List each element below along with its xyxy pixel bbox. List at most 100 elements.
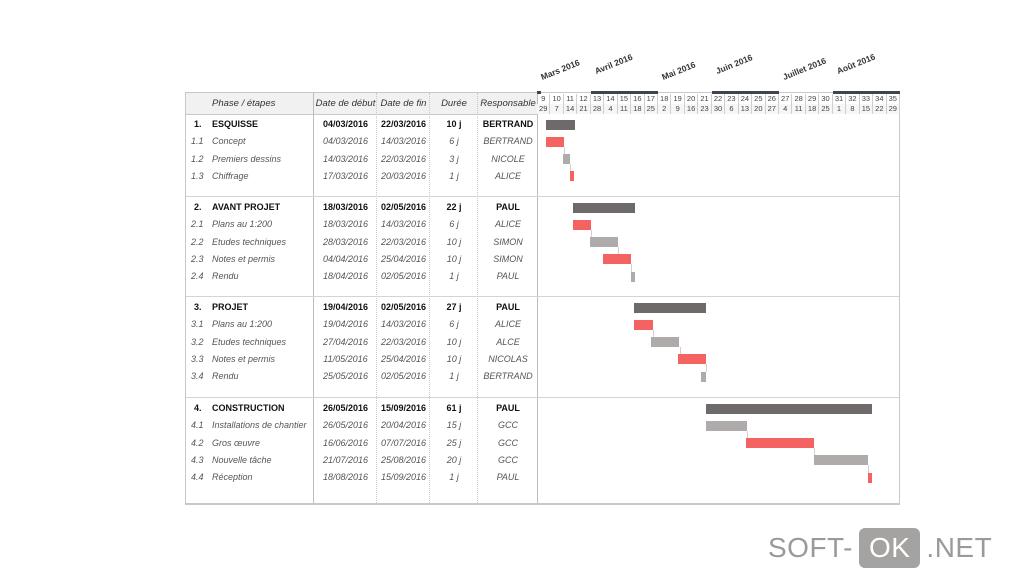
cell-num: 2.3 [191,253,204,264]
week-date: 25 [644,104,658,114]
week-date: 8 [846,104,860,114]
task-row[interactable]: 3.4 Rendu 25/05/2016 02/05/2016 1 j BERTRAND [186,368,538,385]
week-date: 20 [752,104,766,114]
cell-end: 22/03/2016 [380,336,427,347]
task-row[interactable]: 1.2 Premiers dessins 14/03/2016 22/03/2016 3… [186,151,538,168]
task-bar[interactable] [569,171,574,182]
cell-responsible: ALICE [494,219,521,230]
month-indicator [711,91,779,94]
week-date: 4 [604,104,618,114]
task-bar[interactable] [746,438,814,449]
cell-end: 14/03/2016 [380,136,427,147]
cell-name: Etudes techniques [212,236,287,247]
week-number: 11 [564,94,578,104]
task-bar[interactable] [651,337,680,348]
phase-row[interactable]: 4. CONSTRUCTION 26/05/2016 15/09/2016 61 j PA… [186,400,538,417]
dependency-connector [868,465,870,473]
header-phase: Phase / étapes [186,93,314,115]
week-number: 15 [618,94,632,104]
cell-start: 19/04/2016 [322,302,369,312]
task-row[interactable]: 1.1 Concept 04/03/2016 14/03/2016 6 j BERTRAN… [186,133,538,150]
task-row[interactable]: 2.2 Etudes techniques 28/03/2016 22/03/2016… [186,234,538,251]
cell-end: 20/04/2016 [380,420,427,431]
phase-bar[interactable] [705,403,873,414]
week-number: 26 [766,94,779,104]
task-bar[interactable] [813,455,869,466]
week-number: 20 [685,94,699,104]
dependency-connector [563,146,565,155]
cell-name: Plans au 1:200 [212,219,273,230]
task-bar[interactable] [590,237,619,248]
task-bar[interactable] [562,154,570,165]
cell-duration: 10 j [446,253,462,264]
cell-name: Etudes techniques [212,336,287,347]
cell-end: 25/04/2016 [380,253,427,264]
cell-responsible: SIMON [493,253,523,264]
week-number: 33 [860,94,874,104]
week-date: 29 [537,104,551,114]
week-number: 32 [846,94,860,104]
task-bar[interactable] [705,420,747,431]
cell-name: CONSTRUCTION [212,403,285,413]
cell-name: Rendu [212,271,239,282]
task-row[interactable]: 4.3 Nouvelle tâche 21/07/2016 25/08/2016 20 … [186,452,538,469]
task-row[interactable]: 4.2 Gros œuvre 16/06/2016 07/07/2016 25 j GCC [186,435,538,452]
task-bar[interactable] [603,254,632,265]
task-bar[interactable] [867,472,873,483]
task-row[interactable]: 2.1 Plans au 1:200 18/03/2016 14/03/2016 6 j… [186,216,538,233]
task-bar[interactable] [573,219,591,230]
month-label: Août 2016 [835,51,877,76]
phase-bar[interactable] [546,119,576,130]
cell-duration: 15 j [446,420,462,431]
cell-duration: 61 j [446,403,462,413]
week-date: 23 [698,104,712,114]
task-row[interactable]: 4.1 Installations de chantier 26/05/2016 20… [186,417,538,434]
cell-num: 3.2 [191,336,204,347]
week-date: 6 [725,104,739,114]
cell-num: 2.4 [191,271,204,282]
task-bar[interactable] [634,319,653,330]
task-bar[interactable] [631,271,636,282]
phase-row[interactable]: 3. PROJET 19/04/2016 02/05/2016 27 j PAUL [186,299,538,316]
phase-row[interactable]: 1. ESQUISSE 04/03/2016 22/03/2016 10 j BERTRA… [186,116,538,133]
task-row[interactable]: 4.4 Réception 18/08/2016 15/09/2016 1 j PAUL [186,469,538,486]
task-row[interactable]: 2.3 Notes et permis 04/04/2016 25/04/2016 10… [186,251,538,268]
cell-name: AVANT PROJET [212,202,281,212]
cell-end: 25/08/2016 [380,454,427,465]
cell-start: 04/03/2016 [322,136,369,147]
task-row[interactable]: 1.3 Chiffrage 17/03/2016 20/03/2016 1 j ALICE [186,168,538,185]
cell-start: 17/03/2016 [322,170,369,181]
dependency-connector [652,329,654,338]
week-date: 4 [779,104,793,114]
week-date: 29 [886,104,900,114]
task-row[interactable]: 3.3 Notes et permis 11/05/2016 25/04/2016 10… [186,351,538,368]
task-row[interactable]: 3.1 Plans au 1:200 19/04/2016 14/03/2016 6 j… [186,316,538,333]
cell-num: 1.3 [191,170,204,181]
month-label: Mars 2016 [539,57,582,82]
phase-bar[interactable] [573,202,636,213]
cell-num: 4.1 [191,420,204,431]
phase-bar[interactable] [634,302,707,313]
cell-end: 22/03/2016 [380,153,427,164]
header-start: Date de début [314,93,377,115]
watermark-right: .NET [926,532,993,563]
cell-name: Installations de chantier [212,420,307,431]
phase-row[interactable]: 2. AVANT PROJET 18/03/2016 02/05/2016 22 j PA… [186,199,538,216]
week-number: 18 [658,94,672,104]
cell-responsible: SIMON [493,236,523,247]
month-indicator [590,91,658,94]
task-row[interactable]: 2.4 Rendu 18/04/2016 02/05/2016 1 j PAUL [186,268,538,285]
task-bar[interactable] [546,136,564,147]
week-date: 13 [738,104,753,114]
task-bar[interactable] [701,371,707,382]
cell-end: 02/05/2016 [380,271,427,282]
dependency-connector [746,430,748,439]
task-bar[interactable] [678,354,707,365]
cell-start: 18/04/2016 [322,271,369,282]
week-date: 28 [590,104,605,114]
col-divider [429,93,430,503]
watermark-left: SOFT- [768,532,853,563]
week-date: 11 [617,104,632,114]
week-number: 22 [712,94,726,104]
task-row[interactable]: 3.2 Etudes techniques 27/04/2016 22/03/2016… [186,334,538,351]
